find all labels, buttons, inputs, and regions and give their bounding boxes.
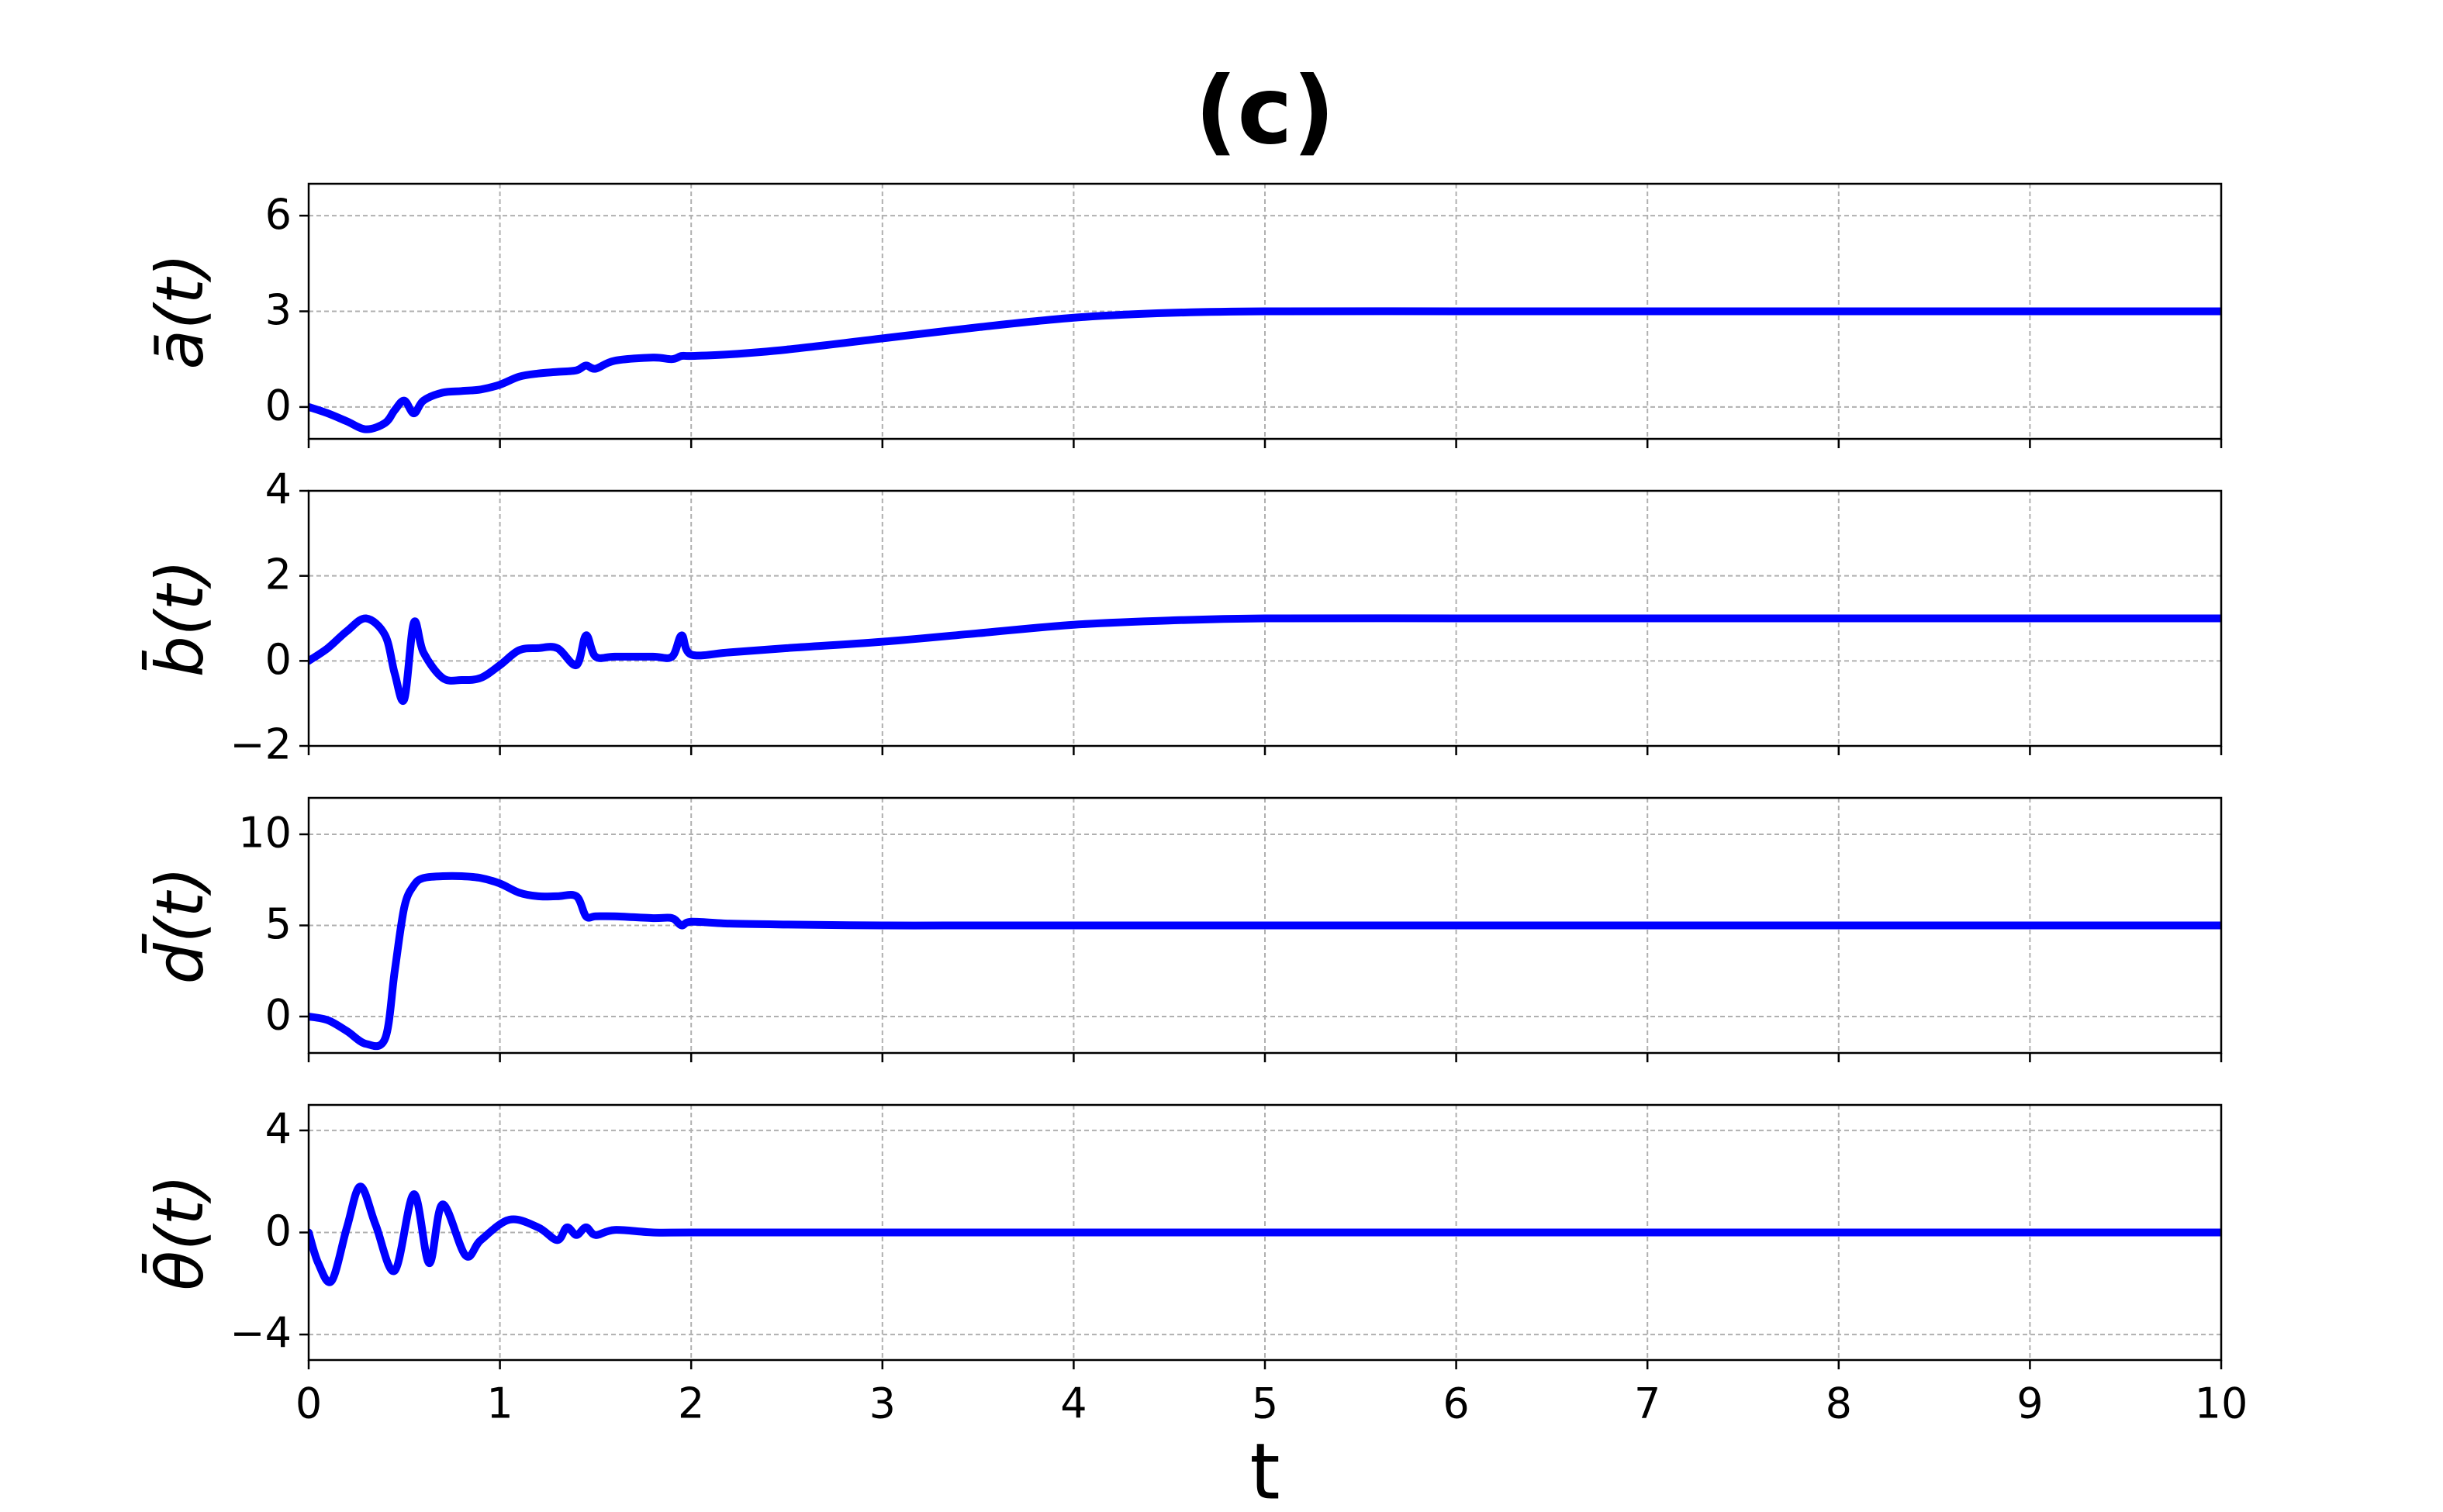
data-line — [309, 872, 2221, 1051]
y-tick-label: 4 — [265, 1105, 292, 1154]
y-tick-label: 0 — [265, 1206, 292, 1255]
axes-frame — [307, 1103, 2223, 1362]
plot-area — [309, 1182, 2221, 1286]
data-line — [309, 307, 2221, 433]
x-axis-label: t — [1249, 1426, 1280, 1512]
y-tick-label: 10 — [238, 809, 292, 858]
y-tick-label: 0 — [265, 381, 292, 430]
y-tick-label: 6 — [265, 190, 292, 239]
x-tick-label: 2 — [678, 1379, 704, 1428]
y-axis-label: b̄(t) — [142, 560, 218, 678]
x-tick-label: 3 — [869, 1379, 896, 1428]
y-tick-label: 3 — [265, 285, 292, 334]
plot-area — [309, 872, 2221, 1051]
data-line — [309, 614, 2221, 705]
y-axis-label: d̄(t) — [142, 867, 218, 985]
y-tick-label: 5 — [265, 899, 292, 948]
chart-title: (c) — [1195, 58, 1336, 166]
y-axis-label: ā(t) — [142, 254, 218, 370]
y-tick-label: −4 — [230, 1309, 292, 1358]
x-tick-label: 0 — [295, 1379, 322, 1428]
x-tick-label: 8 — [1826, 1379, 1852, 1428]
y-tick-label: −2 — [230, 720, 292, 769]
x-tick-label: 10 — [2195, 1379, 2248, 1428]
data-line — [309, 1182, 2221, 1286]
plot-area — [309, 614, 2221, 705]
y-tick-label: 0 — [265, 991, 292, 1040]
x-tick-label: 5 — [1252, 1379, 1278, 1428]
y-axis-label: θ̄(t) — [142, 1175, 218, 1291]
y-tick-label: 2 — [265, 550, 292, 599]
x-tick-label: 1 — [486, 1379, 513, 1428]
y-tick-label: 0 — [265, 635, 292, 684]
plot-area — [309, 307, 2221, 433]
axes-frame — [307, 796, 2223, 1055]
x-tick-label: 6 — [1443, 1379, 1469, 1428]
axes-frame — [307, 489, 2223, 747]
x-tick-label: 7 — [1634, 1379, 1660, 1428]
axes-frame — [307, 182, 2223, 440]
x-tick-label: 4 — [1060, 1379, 1087, 1428]
x-tick-label: 9 — [2016, 1379, 2043, 1428]
y-tick-label: 4 — [265, 465, 292, 514]
